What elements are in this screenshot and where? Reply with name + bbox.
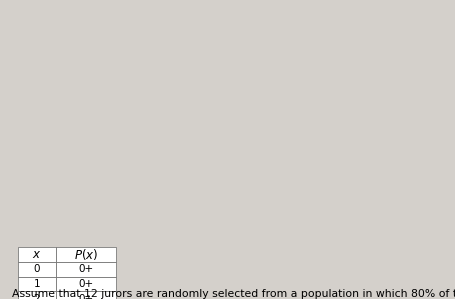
Bar: [56, 262, 116, 277]
Bar: [18, 262, 56, 277]
Text: 0+: 0+: [78, 279, 94, 289]
Text: 2: 2: [34, 294, 40, 299]
Bar: [18, 292, 56, 299]
Text: 0: 0: [34, 264, 40, 274]
Text: 0+: 0+: [78, 294, 94, 299]
Text: 0+: 0+: [78, 264, 94, 274]
Bar: [56, 292, 116, 299]
Bar: [56, 247, 116, 262]
Text: Assume that 12 jurors are randomly selected from a population in which 80% of th: Assume that 12 jurors are randomly selec…: [12, 289, 455, 299]
Text: 1: 1: [34, 279, 40, 289]
Bar: [18, 247, 56, 262]
Bar: [56, 277, 116, 292]
Bar: [18, 277, 56, 292]
Text: $\it{x}$: $\it{x}$: [32, 248, 42, 261]
Text: $P(\it{x})$: $P(\it{x})$: [74, 247, 98, 262]
